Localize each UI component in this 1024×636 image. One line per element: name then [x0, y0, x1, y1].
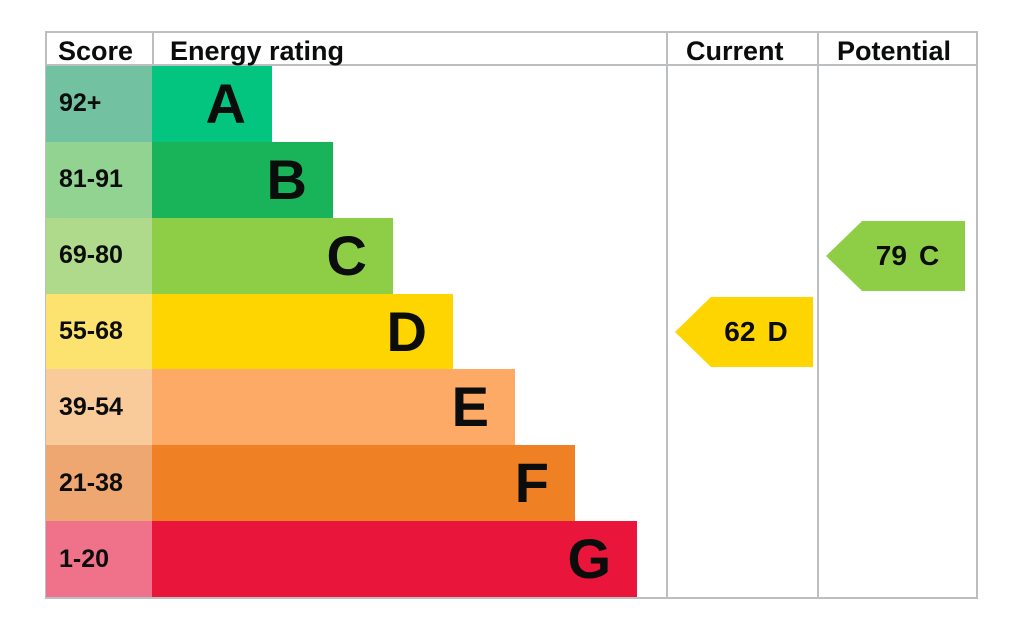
current-rating-letter: D — [767, 316, 788, 347]
table-border-header-bottom — [45, 64, 978, 66]
band-row-c: 69-80 C — [46, 217, 976, 294]
band-letter: A — [205, 71, 246, 135]
table-border-top — [45, 31, 978, 33]
score-label: 81-91 — [59, 165, 123, 194]
score-cell-b: 81-91 — [46, 141, 152, 218]
score-cell-f: 21-38 — [46, 445, 152, 522]
band-row-g: 1-20 G — [46, 521, 976, 598]
score-label: 55-68 — [59, 317, 123, 345]
header-potential: Potential — [837, 36, 952, 66]
score-label: 39-54 — [59, 392, 123, 421]
band-row-a: 92+ A — [46, 66, 976, 142]
table-border-bottom — [45, 597, 978, 599]
potential-rating-label: 79 C — [852, 240, 939, 272]
header-energy-rating: Energy rating — [170, 36, 345, 66]
band-letter: F — [514, 451, 549, 515]
score-cell-c: 69-80 — [46, 217, 152, 294]
score-cell-a: 92+ — [46, 66, 152, 142]
band-row-b: 81-91 B — [46, 141, 976, 218]
band-row-d: 55-68 D — [46, 293, 976, 370]
band-bar-e: E — [152, 369, 515, 446]
band-bar-g: G — [152, 521, 637, 598]
band-row-f: 21-38 F — [46, 445, 976, 522]
table-border-potential-divider — [817, 31, 819, 599]
band-letter: D — [386, 299, 427, 363]
score-label: 1-20 — [59, 544, 110, 573]
band-row-e: 39-54 E — [46, 369, 976, 446]
band-letter: B — [266, 147, 307, 211]
score-cell-e: 39-54 — [46, 369, 152, 446]
header-current: Current — [686, 36, 784, 66]
band-letter: G — [567, 527, 611, 591]
table-border-current-divider — [666, 31, 668, 599]
band-letter: C — [326, 223, 367, 287]
band-bar-f: F — [152, 445, 575, 522]
header-score: Score — [58, 36, 134, 66]
potential-rating-value: 79 — [875, 240, 907, 271]
current-rating-value: 62 — [724, 316, 756, 347]
band-rows: 92+ A 81-91 B 69-80 C 55-68 D 39-54 E 21… — [46, 66, 976, 598]
band-bar-a: A — [152, 66, 272, 142]
band-bar-b: B — [152, 141, 333, 218]
current-rating-label: 62 D — [700, 316, 787, 348]
band-bar-c: C — [152, 217, 393, 294]
band-letter: E — [451, 375, 489, 439]
table-border-right — [976, 31, 978, 599]
score-label: 21-38 — [59, 468, 123, 497]
band-bar-d: D — [152, 293, 453, 370]
score-cell-g: 1-20 — [46, 521, 152, 598]
score-cell-d: 55-68 — [46, 293, 152, 370]
table-border-score-divider — [152, 31, 154, 66]
score-label: 69-80 — [59, 241, 123, 270]
potential-rating-letter: C — [918, 240, 940, 271]
score-label: 92+ — [59, 89, 102, 118]
